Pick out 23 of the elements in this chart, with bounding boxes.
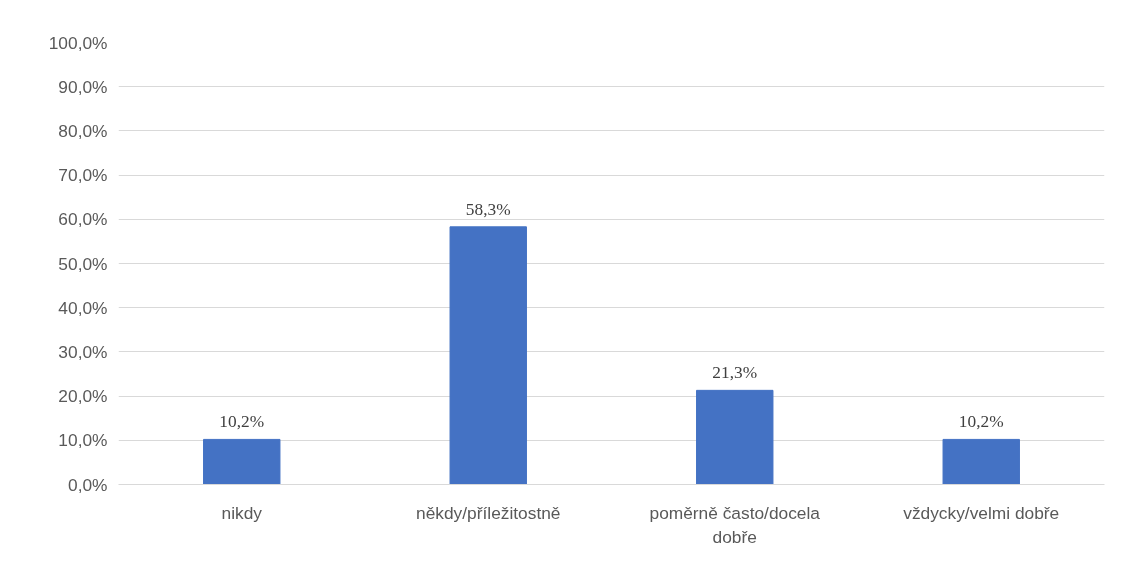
y-tick-label: 40,0% [58, 297, 108, 318]
y-tick-label: 70,0% [58, 165, 108, 186]
y-tick-label: 100,0% [48, 32, 108, 53]
y-tick-label: 50,0% [58, 253, 108, 274]
x-tick-label: vždycky/velmi dobře [903, 502, 1060, 523]
x-tick-label: nikdy [221, 502, 263, 523]
bar [696, 389, 774, 485]
data-label: 21,3% [712, 363, 758, 383]
y-tick-label: 60,0% [58, 209, 108, 230]
y-tick-label: 90,0% [58, 76, 108, 97]
data-label: 10,2% [219, 412, 265, 432]
bar [203, 438, 281, 485]
bar [449, 226, 527, 485]
y-tick-label: 0,0% [68, 474, 108, 495]
y-tick-label: 10,0% [58, 430, 108, 451]
x-tick-label: poměrně často/docela dobře [649, 502, 821, 547]
y-tick-label: 20,0% [58, 386, 108, 407]
y-tick-label: 80,0% [58, 120, 108, 141]
data-label: 58,3% [465, 199, 511, 219]
x-tick-label: někdy/příležitostně [416, 502, 561, 523]
y-tick-label: 30,0% [58, 341, 108, 362]
data-label: 10,2% [958, 412, 1004, 432]
bar [942, 438, 1020, 485]
